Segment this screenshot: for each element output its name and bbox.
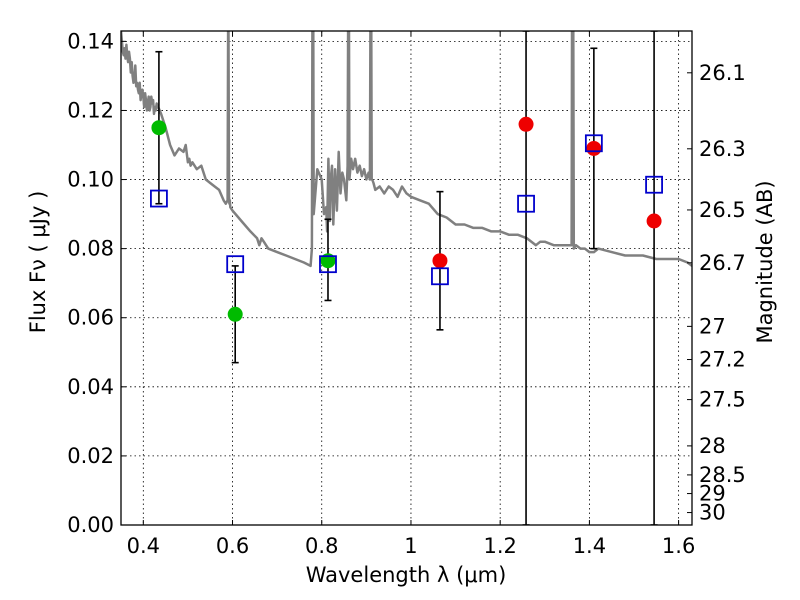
x-axis-ticks: 0.4 0.6 0.8 1 1.2 1.4 1.6	[127, 31, 695, 558]
data-points	[150, 116, 663, 322]
x-tick-label: 1.6	[662, 534, 695, 558]
data-point-square	[319, 255, 337, 274]
data-point-circle	[432, 253, 448, 269]
data-point-circle	[646, 213, 662, 229]
y-tick-label: 0.14	[67, 29, 114, 53]
y-axis-title: Flux Fν ( μJy )	[26, 191, 50, 334]
x-tick-label: 0.6	[216, 534, 249, 558]
data-point-circle	[518, 116, 534, 132]
x-tick-label: 1.4	[573, 534, 606, 558]
x-tick-label: 0.4	[127, 534, 160, 558]
y-tick-label: 0.06	[67, 306, 114, 330]
y-tick-label: 0.10	[67, 168, 114, 192]
magnitude-tick-label: 28.5	[699, 463, 746, 487]
magnitude-axis-title: Magnitude (AB)	[753, 180, 777, 343]
error-bars	[155, 31, 658, 525]
magnitude-tick-label: 27.2	[699, 348, 746, 372]
data-point-square	[645, 175, 663, 194]
gridlines	[121, 31, 692, 526]
x-axis-title: Wavelength λ (μm)	[306, 563, 507, 587]
data-point-square	[431, 267, 449, 286]
data-point-circle	[151, 120, 167, 136]
x-tick-label: 1.2	[483, 534, 516, 558]
y-tick-label: 0.02	[67, 444, 114, 468]
plot-frame	[120, 30, 693, 526]
y-tick-label: 0.12	[67, 98, 114, 122]
y-tick-label: 0.00	[67, 513, 114, 537]
magnitude-tick-label: 26.3	[699, 137, 746, 161]
magnitude-tick-label: 26.1	[699, 61, 746, 85]
data-point-square	[150, 189, 168, 208]
data-point-circle	[227, 306, 243, 322]
x-tick-label: 1	[404, 534, 417, 558]
data-point-circle	[586, 140, 602, 156]
x-tick-label: 0.8	[305, 534, 338, 558]
model-spectrum	[121, 31, 692, 268]
magnitude-tick-label: 26.7	[699, 251, 746, 275]
magnitude-tick-label: 29	[699, 482, 726, 506]
y-tick-label: 0.08	[67, 237, 114, 261]
data-point-square	[584, 134, 603, 153]
y-axis-ticks: 0.00 0.02 0.04 0.06 0.08 0.10 0.12 0.14	[67, 29, 126, 537]
model-spectrum-line	[121, 31, 692, 268]
magnitude-tick-label: 27.5	[699, 388, 746, 412]
magnitude-tick-label: 26.5	[699, 198, 746, 222]
magnitude-tick-label: 27	[699, 314, 726, 338]
magnitude-tick-label: 28	[699, 434, 726, 458]
magnitude-tick-label: 30	[699, 501, 726, 525]
data-point-square	[517, 194, 535, 213]
data-point-square	[226, 255, 245, 274]
y-tick-label: 0.04	[67, 375, 114, 399]
